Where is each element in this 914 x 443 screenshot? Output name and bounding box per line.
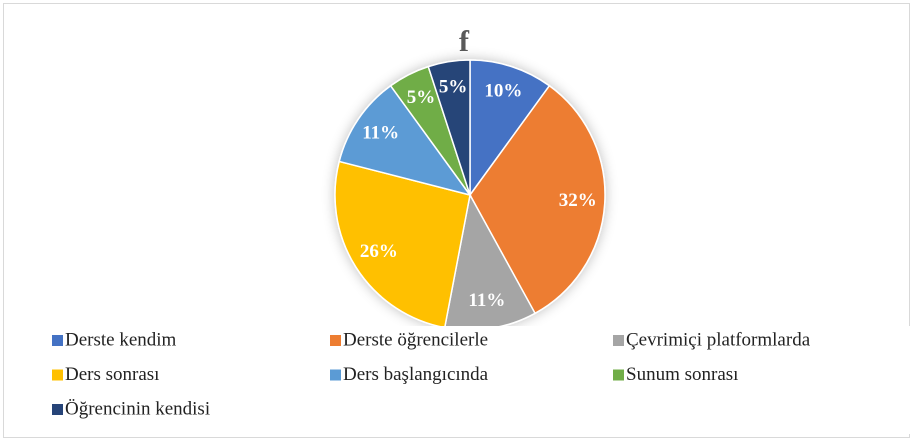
- pie-slice: [338, 84, 472, 197]
- pie: [334, 59, 606, 331]
- pie-slice: [427, 59, 471, 196]
- data-label: 10%: [484, 81, 522, 102]
- legend-swatch: [613, 335, 624, 346]
- legend-label: Derste kendim: [65, 329, 177, 350]
- labels: 10% 32% 11% 26% 11% 5% 5%: [360, 77, 597, 311]
- pie-slice: [334, 160, 471, 329]
- data-label: 5%: [439, 77, 468, 98]
- legend-label: Derste öğrencilerle: [343, 329, 488, 350]
- legend-label: Sunum sonrası: [626, 364, 738, 385]
- legend-label: Çevrimiçi platformlarda: [626, 329, 811, 350]
- pie-slice: [469, 84, 606, 315]
- legend-swatch: [52, 335, 63, 346]
- legend-label: Öğrencinin kendisi: [65, 398, 210, 419]
- legend: Derste kendim Derste öğrencilerle Çevrimiç…: [52, 329, 811, 419]
- pie-slice: [469, 59, 551, 198]
- legend-swatch: [52, 369, 63, 381]
- chart-title: f: [459, 25, 470, 58]
- legend-box: [40, 326, 910, 434]
- data-label: 11%: [468, 290, 505, 311]
- data-label: 32%: [559, 190, 597, 211]
- legend-label: Ders sonrası: [65, 364, 159, 385]
- legend-swatch: [52, 404, 63, 415]
- data-label: 5%: [407, 87, 436, 108]
- data-label: 11%: [362, 123, 399, 144]
- legend-swatch: [330, 369, 341, 381]
- data-label: 26%: [360, 241, 398, 262]
- legend-swatch: [613, 369, 624, 381]
- legend-label: Ders başlangıcında: [343, 364, 489, 385]
- legend-swatch: [330, 335, 341, 346]
